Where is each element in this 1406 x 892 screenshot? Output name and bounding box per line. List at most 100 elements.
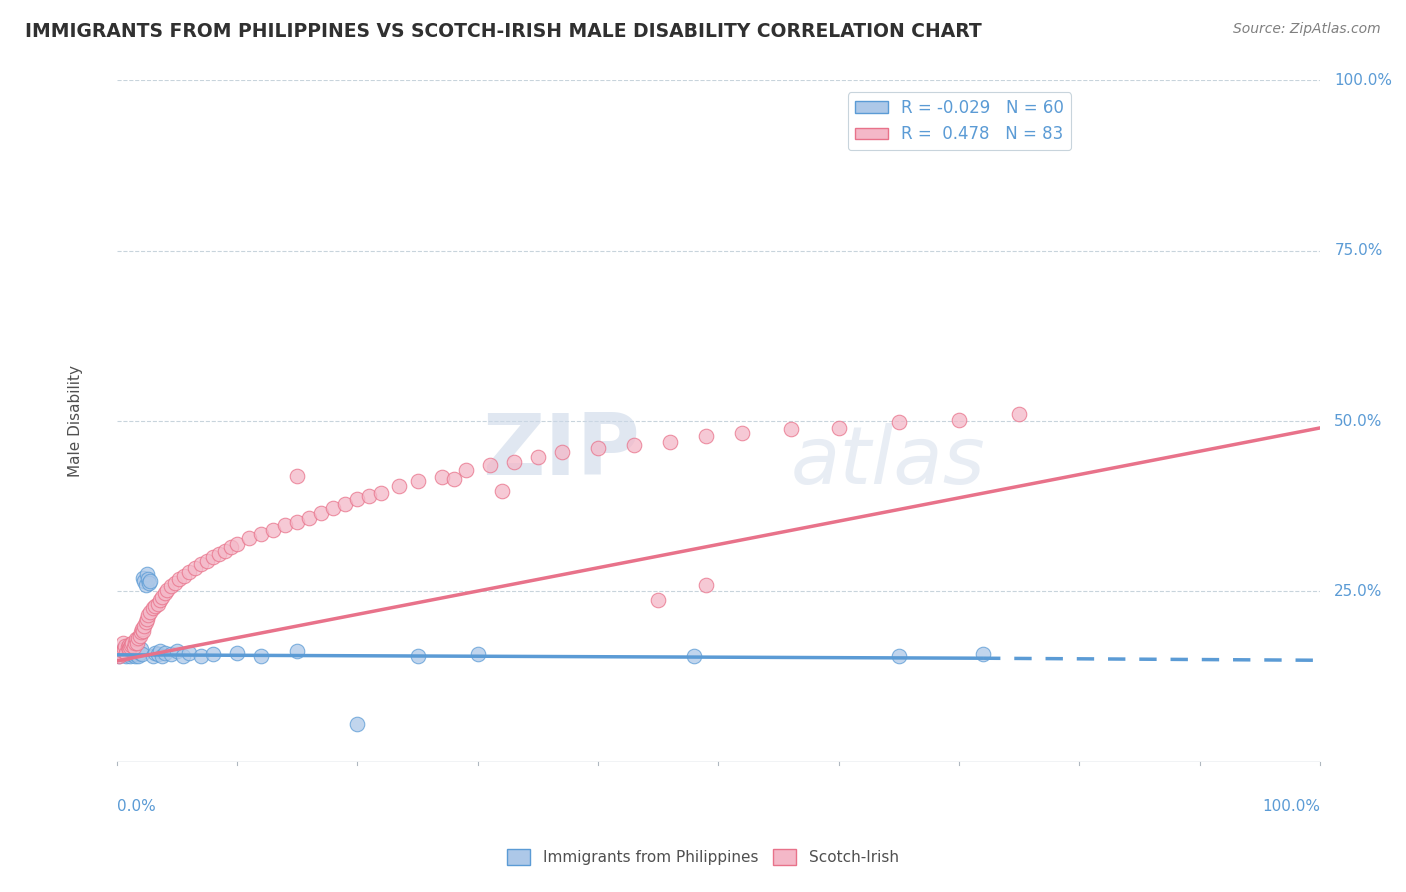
Point [146,597,169,611]
Point [177,566,200,580]
Point [110,646,132,660]
Point [478,458,501,473]
Point [195,554,218,568]
Point [502,455,524,469]
Point [250,649,273,664]
Point [190,558,212,572]
Point [388,479,411,493]
Point [160,647,183,661]
Point [112,646,135,660]
Point [138,576,160,591]
Point [172,649,194,664]
Point [335,497,357,511]
Point [173,569,195,583]
Point [110,647,132,661]
Point [117,640,139,655]
Point [108,649,131,664]
Point [114,640,136,655]
Point [124,646,146,660]
Point [149,592,172,607]
Text: 50.0%: 50.0% [1334,414,1382,429]
Point [972,647,994,661]
Point [124,635,146,649]
Point [115,644,138,658]
Point [201,550,224,565]
Point [134,618,156,632]
Point [117,643,139,657]
Point [695,577,717,591]
Point [527,450,550,464]
Point [153,646,176,660]
Point [120,644,142,658]
Point [443,472,465,486]
Point [118,638,141,652]
Point [346,717,368,731]
Point [163,576,186,591]
Point [120,647,142,661]
Point [122,640,145,655]
Point [128,646,150,660]
Point [887,649,910,664]
Point [285,644,308,658]
Point [117,647,139,661]
Point [201,647,224,661]
Point [190,649,212,664]
Point [467,647,489,661]
Point [139,574,162,589]
Point [695,429,717,443]
Point [623,438,645,452]
Point [779,422,801,436]
Point [118,642,141,657]
Point [887,416,910,430]
Point [120,638,142,652]
Point [112,647,135,661]
Point [134,574,156,589]
Point [111,644,134,658]
Point [454,463,477,477]
Point [127,635,149,649]
Point [406,474,429,488]
Text: IMMIGRANTS FROM PHILIPPINES VS SCOTCH-IRISH MALE DISABILITY CORRELATION CHART: IMMIGRANTS FROM PHILIPPINES VS SCOTCH-IR… [25,22,981,41]
Point [121,646,143,660]
Point [118,642,141,657]
Point [111,635,134,649]
Point [146,647,169,661]
Point [219,540,242,554]
Point [149,644,172,658]
Text: Source: ZipAtlas.com: Source: ZipAtlas.com [1233,22,1381,37]
Point [125,632,148,647]
Point [125,644,148,658]
Text: Male Disability: Male Disability [67,365,83,477]
Point [346,492,368,507]
Point [285,468,308,483]
Point [948,413,970,427]
Point [184,560,207,574]
Text: 0.0%: 0.0% [117,799,156,814]
Point [491,483,513,498]
Point [827,421,849,435]
Point [122,647,145,661]
Point [143,599,166,614]
Point [406,649,429,664]
Point [122,644,145,658]
Point [125,647,148,661]
Point [208,547,231,561]
Point [118,640,141,655]
Point [118,646,141,660]
Point [156,583,179,598]
Point [177,646,200,660]
Point [115,649,138,664]
Point [135,567,157,582]
Point [118,649,141,664]
Point [169,572,191,586]
Point [143,646,166,660]
Point [115,646,138,660]
Point [274,517,297,532]
Point [110,646,132,660]
Text: atlas: atlas [790,423,986,501]
Point [322,501,344,516]
Point [132,571,155,585]
Point [142,601,165,615]
Point [298,511,321,525]
Point [285,515,308,529]
